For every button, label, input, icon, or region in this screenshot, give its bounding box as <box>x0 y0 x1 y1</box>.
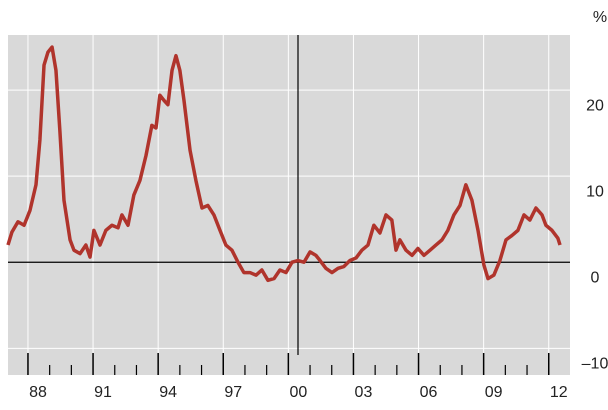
x-tick-label: 88 <box>29 384 47 401</box>
x-tick-label: 03 <box>355 384 373 401</box>
x-tick-label: 09 <box>485 384 503 401</box>
y-tick-label: –10 <box>582 356 608 373</box>
x-tick-label: 06 <box>420 384 438 401</box>
data-line <box>6 45 562 283</box>
y-unit: % <box>593 9 607 26</box>
y-tick-label: 20 <box>586 97 604 114</box>
y-tick-label: 0 <box>591 269 600 286</box>
plot-background <box>8 35 570 375</box>
x-tick-label: 00 <box>289 384 307 401</box>
y-tick-label: 10 <box>586 183 604 200</box>
x-tick-label: 91 <box>94 384 112 401</box>
x-tick-label: 97 <box>224 384 242 401</box>
x-tick-label: 12 <box>550 384 568 401</box>
x-tick-label: 94 <box>159 384 177 401</box>
